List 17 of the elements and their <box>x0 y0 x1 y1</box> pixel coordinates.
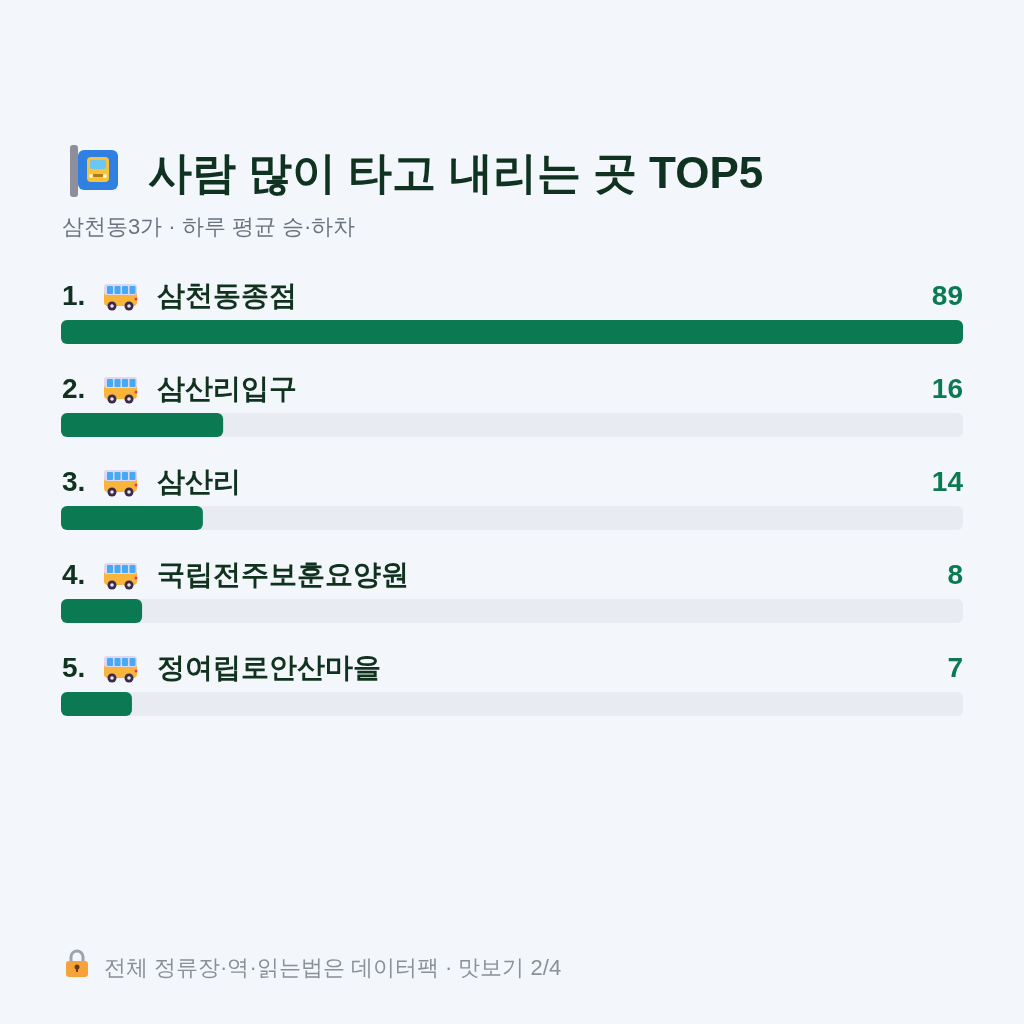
category-label: 5. 정여립로안산마을 <box>62 652 381 683</box>
text: 전체 정류장·역·읽는법은 데이터팩 · 맛보기 2/4 <box>104 955 562 980</box>
data-label: 16 <box>931 373 963 404</box>
chart-subtitle: 삼천동3가 · 하루 평균 승·하차 <box>62 214 356 239</box>
bar <box>61 506 203 530</box>
data-label: 89 <box>931 280 963 311</box>
data-label: 8 <box>947 559 963 590</box>
data-label: 7 <box>947 652 963 683</box>
category-label: 2. 삼산리입구 <box>62 373 297 404</box>
bar <box>61 599 143 623</box>
category-label: 1. 삼천동종점 <box>62 280 297 311</box>
category-label: 4. 국립전주보훈요양원 <box>62 559 409 590</box>
data-label: 14 <box>931 466 964 497</box>
category-label: 3. 삼산리 <box>62 466 241 497</box>
chart-title: 사람 많이 타고 내리는 곳 TOP5 <box>148 148 764 197</box>
bar <box>61 692 132 716</box>
bar <box>61 413 224 437</box>
